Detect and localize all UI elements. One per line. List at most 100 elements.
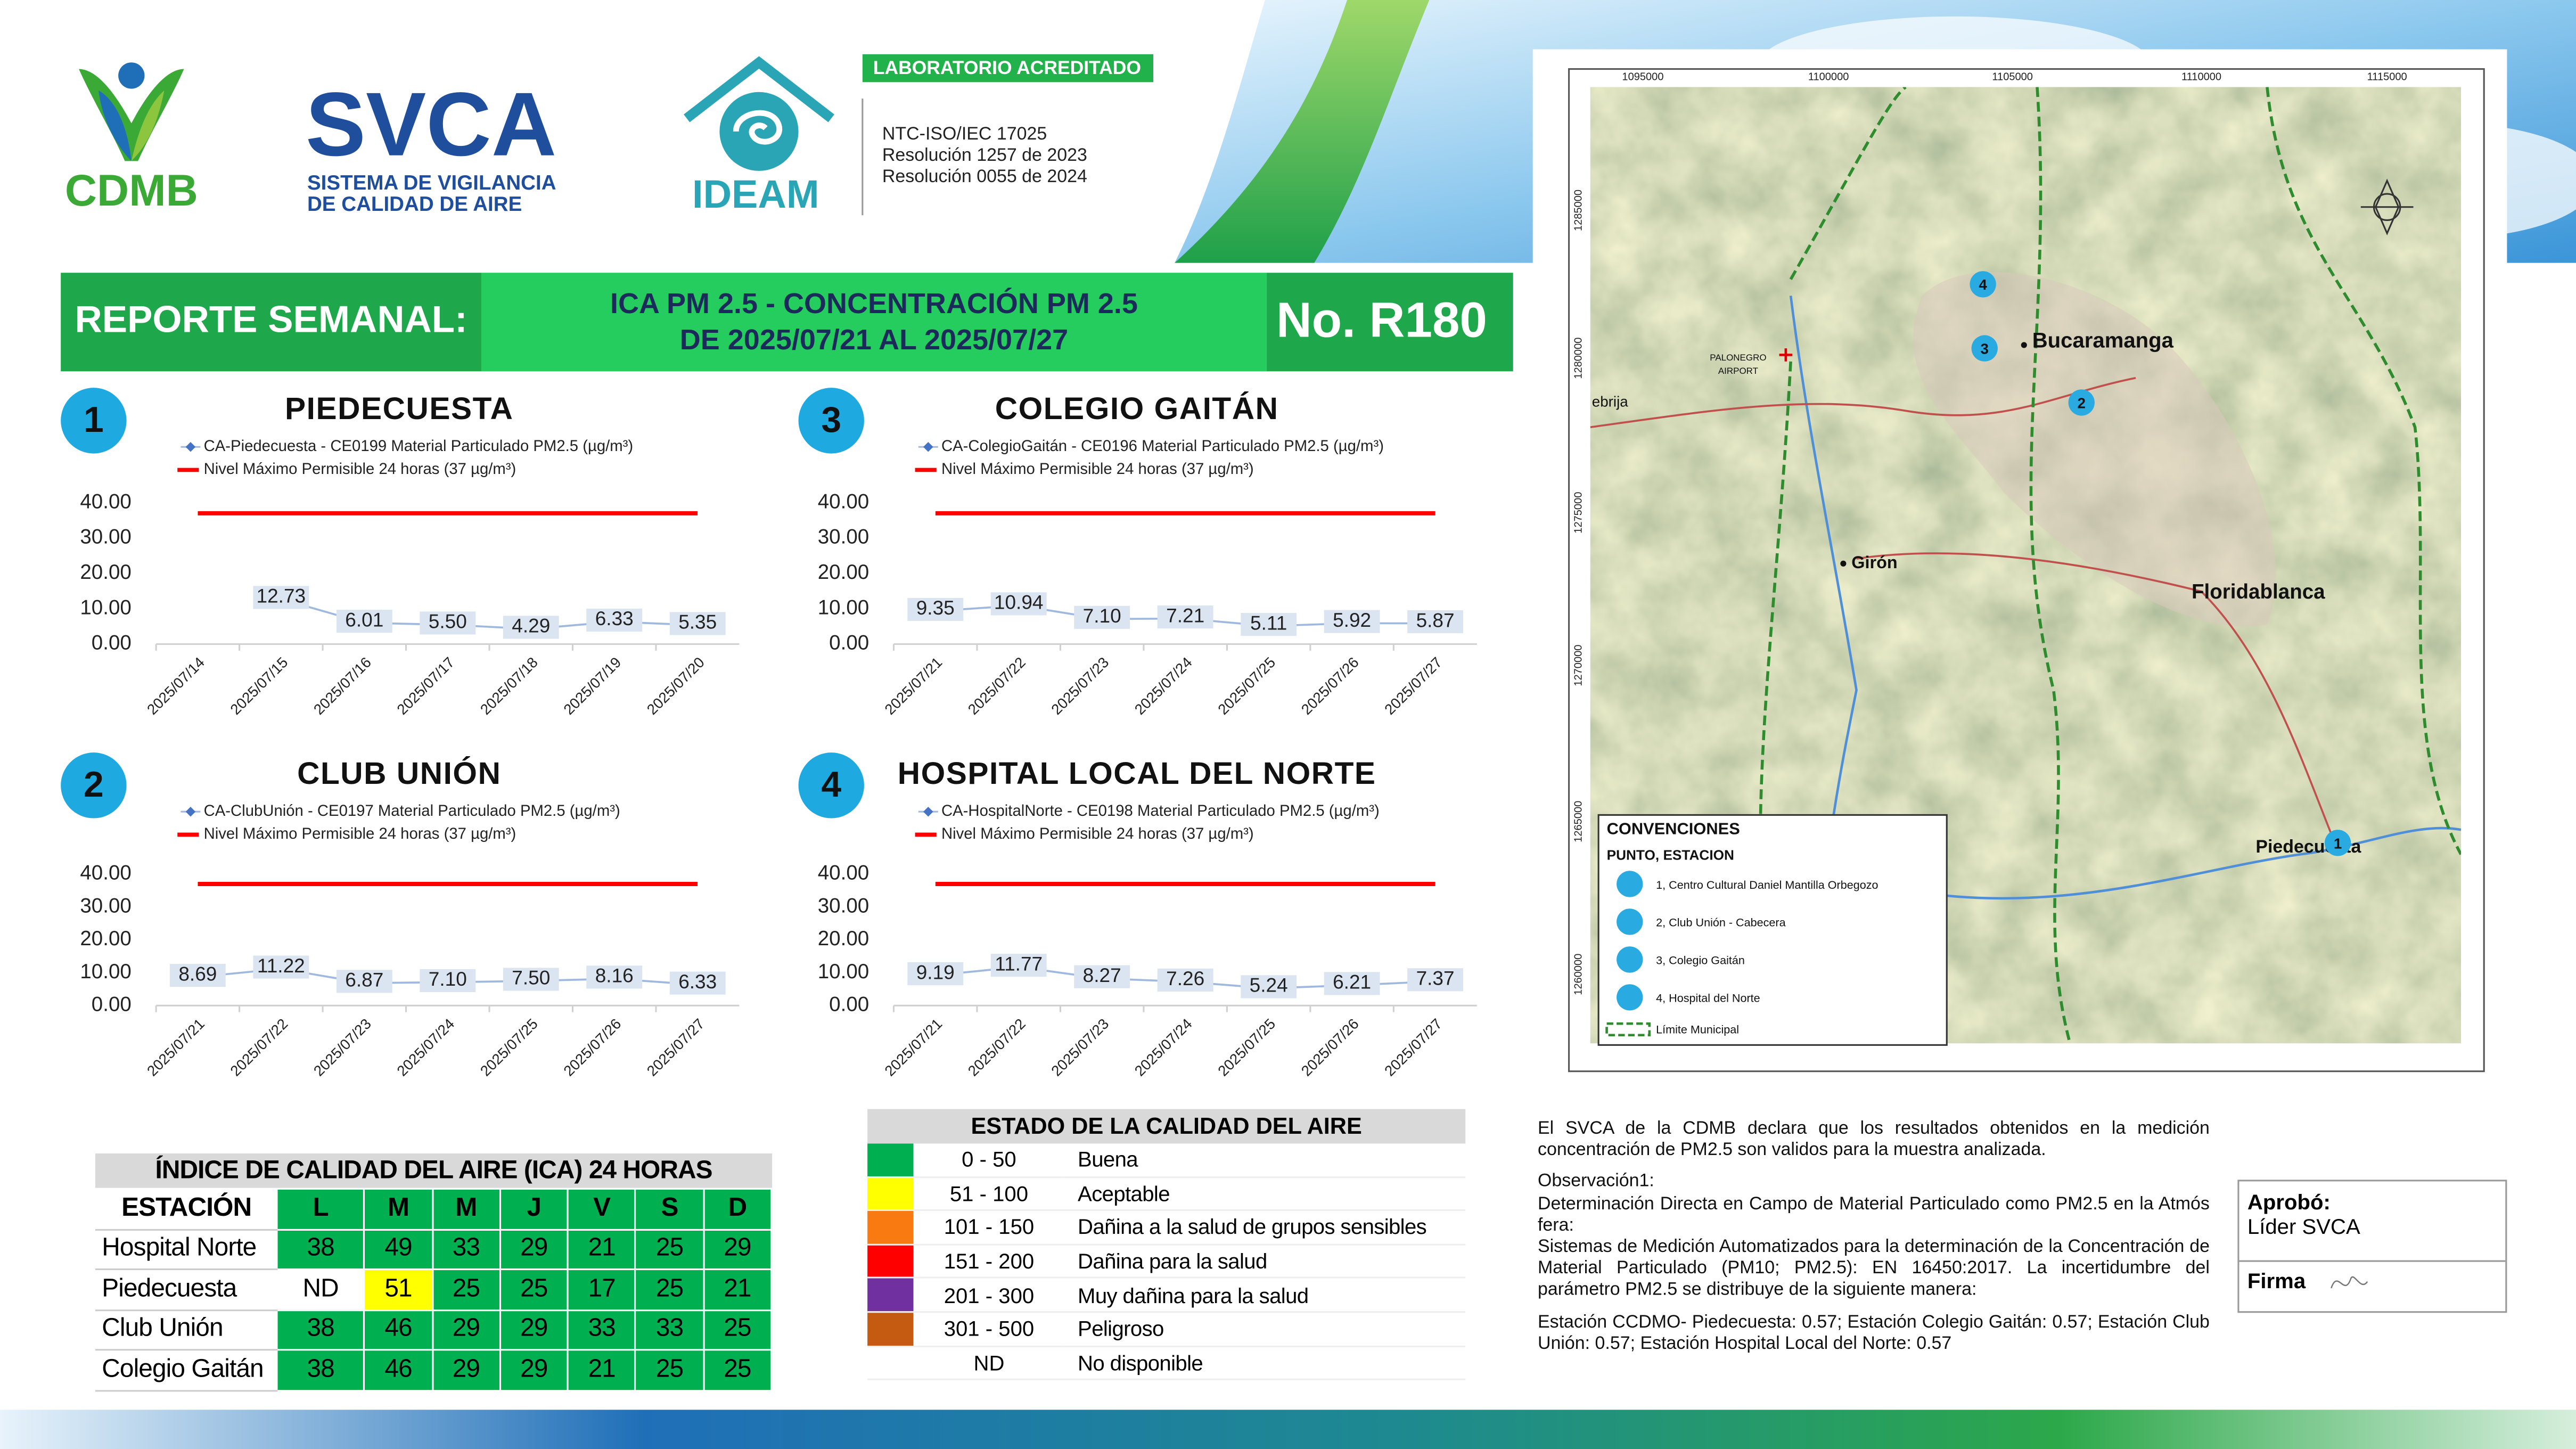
ica-station: Piedecuesta xyxy=(95,1268,278,1311)
value-label-bg xyxy=(1324,972,1380,995)
value-label: 5.87 xyxy=(1416,609,1455,631)
ica-value: 38 xyxy=(276,1308,365,1351)
note: Determinación Directa en Campo de Materi… xyxy=(1537,1193,2210,1235)
map-legend-item: 2, Club Unión - Cabecera xyxy=(1656,916,1785,929)
ica-header-cell: S xyxy=(635,1188,704,1230)
y-tick-label: 20.00 xyxy=(80,561,131,584)
legend-label: CA-HospitalNorte - CE0198 Material Parti… xyxy=(941,802,1380,820)
map-place: ebrija xyxy=(1592,393,1628,410)
signature-label: Firma xyxy=(2247,1268,2306,1294)
report-number: No. R180 xyxy=(1276,292,1487,347)
quality-label: No disponible xyxy=(1064,1346,1466,1381)
value-label-bg xyxy=(669,612,726,635)
value-label-bg xyxy=(1157,968,1213,992)
x-tick-label: 2025/07/16 xyxy=(310,654,374,718)
ica-header-row: ESTACIÓN L M M J V S D xyxy=(95,1188,773,1230)
badge-number: 4 xyxy=(821,765,841,805)
quality-swatch xyxy=(867,1210,914,1246)
value-label-bg xyxy=(1157,605,1213,629)
x-tick-label: 2025/07/21 xyxy=(881,1016,945,1079)
map-legend-title: CONVENCIONES xyxy=(1607,819,1740,838)
ica-value: 25 xyxy=(431,1268,501,1311)
map-y-coord: 1270000 xyxy=(1572,645,1584,686)
value-label-bg xyxy=(1074,605,1130,629)
y-tick-label: 0.00 xyxy=(92,993,132,1016)
value-label: 6.01 xyxy=(345,608,383,631)
value-label: 5.24 xyxy=(1250,974,1288,996)
y-tick-label: 40.00 xyxy=(818,862,869,885)
ica-value: 25 xyxy=(702,1349,773,1391)
quality-range: 201 - 300 xyxy=(913,1278,1065,1313)
ica-header-cell: J xyxy=(499,1188,569,1230)
ica-table-box: ÍNDICE DE CALIDAD DEL AIRE (ICA) 24 HORA… xyxy=(95,1153,773,1391)
ica-value: 38 xyxy=(276,1228,365,1271)
x-tick-label: 2025/07/25 xyxy=(477,1016,541,1079)
map-y-coord: 1275000 xyxy=(1572,492,1584,534)
ica-value: 51 xyxy=(363,1268,433,1311)
ica-header-cell: D xyxy=(702,1188,773,1230)
value-label-bg xyxy=(420,611,476,635)
x-tick-label: 2025/07/23 xyxy=(310,1016,374,1079)
y-tick-label: 10.00 xyxy=(80,960,131,983)
value-label: 7.50 xyxy=(512,967,550,989)
map-x-coord: 1095000 xyxy=(1622,71,1663,83)
legend-label: CA-ColegioGaitán - CE0196 Material Parti… xyxy=(941,437,1384,455)
value-label: 5.92 xyxy=(1333,609,1371,631)
y-tick-label: 0.00 xyxy=(829,632,869,654)
y-tick-label: 40.00 xyxy=(818,490,869,513)
value-label: 7.26 xyxy=(1166,967,1204,989)
ica-header-cell: V xyxy=(567,1188,637,1230)
ica-header-cell: L xyxy=(276,1188,365,1230)
quality-range: 101 - 150 xyxy=(913,1210,1065,1246)
legend-marker xyxy=(185,441,196,452)
map-legend-marker xyxy=(1617,946,1643,973)
value-label-bg xyxy=(1324,610,1380,633)
y-tick-label: 30.00 xyxy=(818,894,869,917)
quality-swatch xyxy=(867,1176,914,1211)
x-tick-label: 2025/07/25 xyxy=(1215,654,1278,718)
ica-value: 29 xyxy=(431,1349,501,1391)
quality-scale-row: 201 - 300 Muy dañina para la salud xyxy=(867,1278,1466,1313)
ica-row: Club Unión 38 46 29 29 33 33 25 xyxy=(95,1308,773,1351)
x-tick-label: 2025/07/21 xyxy=(144,1016,208,1079)
bottom-strip xyxy=(0,1410,2576,1449)
value-label: 7.10 xyxy=(429,968,467,990)
legend-label: Nivel Máximo Permisible 24 horas (37 µg/… xyxy=(204,825,516,842)
ica-row: Colegio Gaitán 38 46 29 29 21 25 25 xyxy=(95,1349,773,1391)
value-label-bg xyxy=(1407,968,1464,992)
quality-range: 301 - 500 xyxy=(913,1312,1065,1347)
map-legend-marker xyxy=(1617,871,1643,897)
value-label-bg xyxy=(420,969,476,993)
x-tick-label: 2025/07/26 xyxy=(560,1016,624,1079)
quality-swatch xyxy=(867,1143,914,1178)
value-label-bg xyxy=(253,586,309,609)
value-label-bg xyxy=(907,962,964,986)
notes: El SVCA de la CDMB declara que los resul… xyxy=(1538,1119,2210,1365)
value-label: 6.33 xyxy=(595,607,634,629)
x-tick-label: 2025/07/27 xyxy=(644,1016,708,1079)
ica-station: Colegio Gaitán xyxy=(95,1349,278,1391)
logo-head xyxy=(118,62,145,89)
note: Observación1: xyxy=(1537,1172,1654,1192)
note: Estación CCDMO- Piedecuesta: 0.57; Estac… xyxy=(1537,1312,2210,1354)
quality-scale-row: 0 - 50 Buena xyxy=(867,1143,1466,1178)
note: El SVCA de la CDMB declara que los resul… xyxy=(1537,1119,2210,1160)
value-label: 5.11 xyxy=(1250,611,1287,634)
value-label-bg xyxy=(907,597,964,621)
y-tick-label: 30.00 xyxy=(80,526,131,549)
quality-scale-row: 151 - 200 Dañina para la salud xyxy=(867,1244,1466,1279)
x-tick-label: 2025/07/22 xyxy=(965,1016,1029,1079)
x-tick-label: 2025/07/24 xyxy=(393,1016,457,1079)
chart-title: HOSPITAL LOCAL DEL NORTE xyxy=(898,756,1376,791)
banner-middle xyxy=(481,273,1267,372)
legend-label: Nivel Máximo Permisible 24 horas (37 µg/… xyxy=(941,460,1254,478)
legend-label: CA-ClubUnión - CE0197 Material Particula… xyxy=(204,802,620,820)
value-label: 5.35 xyxy=(678,611,717,633)
map-y-coord: 1260000 xyxy=(1572,954,1584,995)
station-badge xyxy=(61,388,127,454)
banner-right xyxy=(1266,273,1513,372)
approver: Líder SVCA xyxy=(2247,1214,2360,1239)
ica-value: 25 xyxy=(635,1268,704,1311)
x-tick-label: 2025/07/23 xyxy=(1048,654,1112,718)
